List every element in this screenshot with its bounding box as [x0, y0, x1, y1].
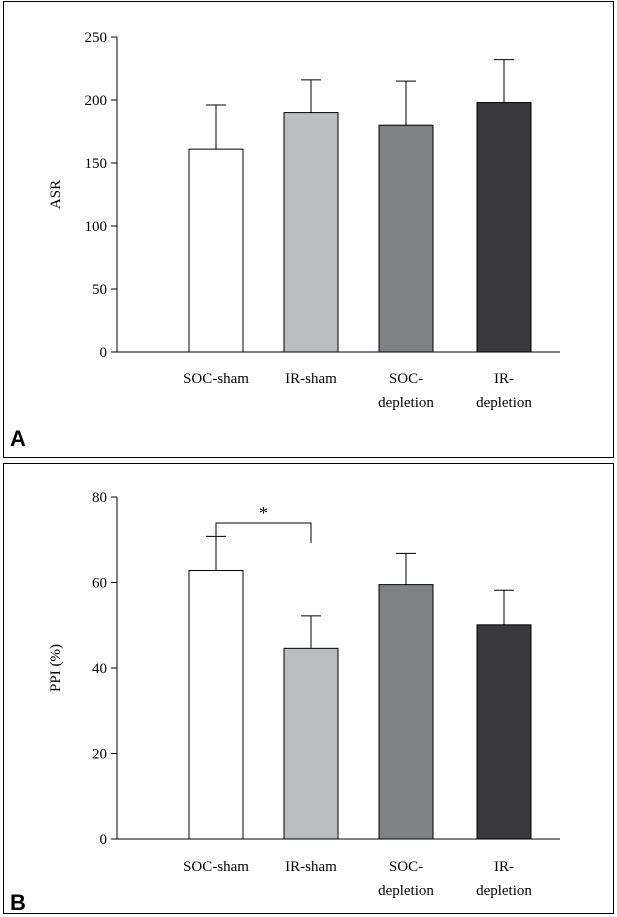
- b-y-tick-label-1: 20: [92, 747, 107, 763]
- b-category-label-2: SOC-depletion: [378, 859, 434, 899]
- a-category-label-1: IR-sham: [285, 371, 337, 387]
- a-bar-1: [283, 112, 339, 353]
- b-category-label-3: IR-depletion: [476, 859, 532, 899]
- b-y-tick-label-3: 60: [92, 576, 107, 592]
- a-y-tick-label-1: 50: [92, 282, 107, 298]
- b-y-tick-label-0: 0: [100, 832, 108, 848]
- b-category-label-3-line-1: depletion: [476, 883, 532, 899]
- panel-a-frame: [3, 1, 614, 458]
- b-category-label-1-line-0: IR-sham: [285, 859, 337, 875]
- a-category-label-3-line-1: depletion: [476, 395, 532, 411]
- panel-a-chart: 0 50 100 150 200 250 ASR SOC-sham IR-sham SOC-dep…: [10, 30, 560, 451]
- a-y-tick-label-2: 100: [85, 219, 108, 235]
- b-y-tick-label-2: 40: [92, 661, 107, 677]
- a-y-tick-label-4: 200: [85, 93, 108, 109]
- a-category-label-0-line-0: SOC-sham: [183, 371, 249, 387]
- b-significance-bracket: [215, 522, 312, 543]
- b-category-label-0: SOC-sham: [183, 859, 249, 875]
- a-bar-3: [476, 102, 532, 353]
- b-category-label-1: IR-sham: [285, 859, 337, 875]
- panel-b-chart: 0 20 40 60 80 PPI (%) SOC-sham IR-sham SOC-deple…: [10, 490, 560, 915]
- b-significance-marker: *: [259, 503, 268, 523]
- a-y-tick-label-0: 0: [100, 345, 108, 361]
- a-category-label-0: SOC-sham: [183, 371, 249, 387]
- b-y-tick-label-4: 80: [92, 490, 107, 506]
- b-category-label-0-line-0: SOC-sham: [183, 859, 249, 875]
- a-bar-2: [378, 124, 434, 353]
- a-category-label-1-line-0: IR-sham: [285, 371, 337, 387]
- a-y-tick-label-3: 150: [85, 156, 108, 172]
- b-panel-letter: B: [10, 890, 26, 915]
- a-category-label-3-line-0: IR-: [494, 371, 514, 387]
- b-bar-2: [378, 584, 434, 840]
- b-bar-1: [283, 647, 339, 840]
- a-bar-0: [188, 148, 244, 353]
- b-category-label-2-line-0: SOC-: [389, 859, 423, 875]
- b-category-label-2-line-1: depletion: [378, 883, 434, 899]
- a-category-label-2: SOC-depletion: [378, 371, 434, 411]
- b-y-axis-title: PPI (%): [48, 644, 64, 692]
- a-category-label-2-line-1: depletion: [378, 395, 434, 411]
- a-category-label-2-line-0: SOC-: [389, 371, 423, 387]
- a-y-axis-title: ASR: [48, 180, 64, 209]
- b-bar-0: [188, 570, 244, 840]
- panel-b-frame: [3, 463, 614, 914]
- b-category-label-3-line-0: IR-: [494, 859, 514, 875]
- a-y-tick-label-5: 250: [85, 30, 108, 46]
- b-bar-3: [476, 624, 532, 840]
- a-category-label-3: IR-depletion: [476, 371, 532, 411]
- a-panel-letter: A: [10, 426, 26, 451]
